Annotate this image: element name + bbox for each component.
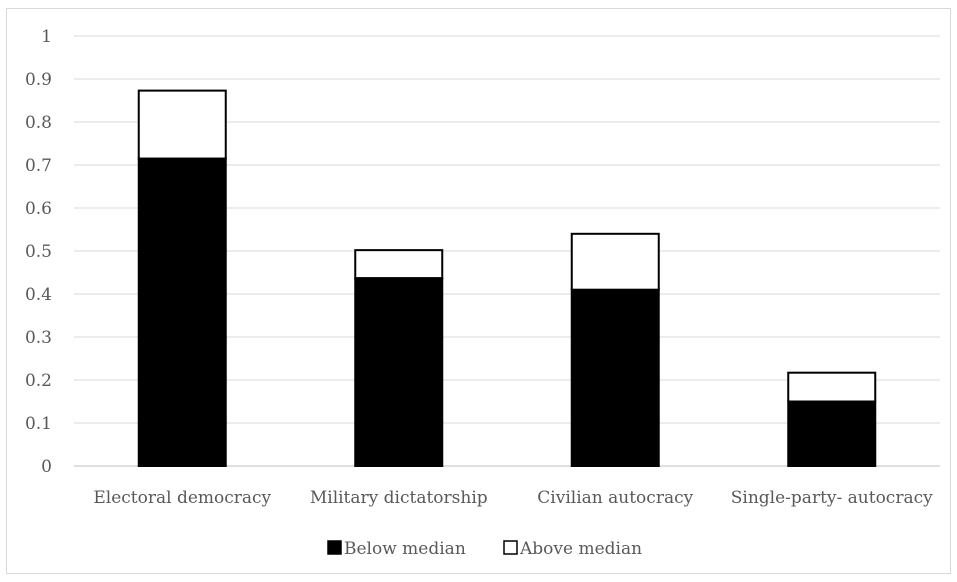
y-tick-label: 0.2 <box>25 371 52 391</box>
y-tick-label: 0.1 <box>25 414 52 434</box>
x-category-label: Single-party- autocracy <box>731 488 933 508</box>
y-tick-label: 1 <box>41 27 52 47</box>
y-tick-label: 0.8 <box>25 113 52 133</box>
x-category-label: Electoral democracy <box>93 488 271 508</box>
legend: Below median Above median <box>327 539 642 559</box>
legend-label: Above median <box>519 539 642 559</box>
y-tick-label: 0.6 <box>25 199 52 219</box>
legend-swatch <box>327 540 342 555</box>
bar-below-median <box>787 400 877 467</box>
y-tick-label: 0.9 <box>25 70 52 90</box>
bar-above-median <box>570 232 660 291</box>
x-axis-categories: Electoral democracy Military dictatorship… <box>93 488 933 508</box>
y-tick-label: 0.3 <box>25 328 52 348</box>
bar-above-median <box>354 249 444 280</box>
legend-swatch <box>503 540 518 555</box>
bars <box>137 89 877 468</box>
bar-below-median <box>354 277 444 467</box>
y-tick-label: 0 <box>41 457 52 477</box>
y-tick-label: 0.5 <box>25 242 52 262</box>
y-tick-label: 0.4 <box>25 285 52 305</box>
bar-below-median <box>137 157 227 468</box>
legend-label: Below median <box>344 539 466 559</box>
x-category-label: Civilian autocracy <box>537 488 693 508</box>
x-category-label: Military dictatorship <box>310 488 488 508</box>
bar-above-median <box>787 371 877 403</box>
y-axis-ticks: 0 0.1 0.2 0.3 0.4 0.5 0.6 0.7 0.8 0.9 1 <box>25 27 52 477</box>
bar-above-median <box>137 89 227 160</box>
y-tick-label: 0.7 <box>25 156 52 176</box>
bar-below-median <box>570 288 660 468</box>
